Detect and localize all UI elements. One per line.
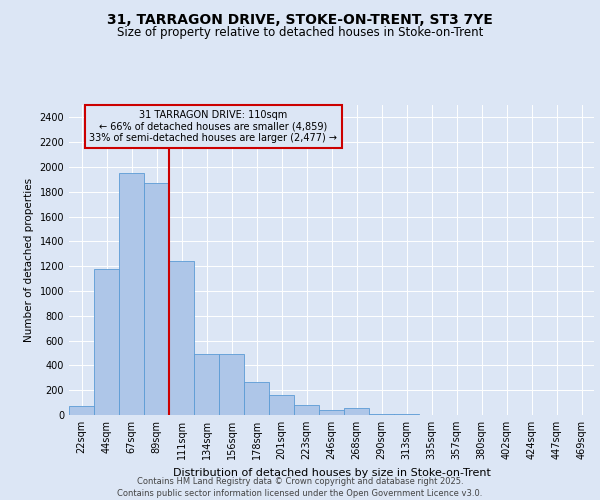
Bar — [244, 382, 269, 415]
Bar — [394, 414, 419, 415]
Text: Contains HM Land Registry data © Crown copyright and database right 2025.
Contai: Contains HM Land Registry data © Crown c… — [118, 476, 482, 498]
Bar — [194, 354, 219, 415]
Bar — [119, 173, 144, 415]
X-axis label: Distribution of detached houses by size in Stoke-on-Trent: Distribution of detached houses by size … — [173, 468, 490, 477]
Text: Size of property relative to detached houses in Stoke-on-Trent: Size of property relative to detached ho… — [117, 26, 483, 39]
Y-axis label: Number of detached properties: Number of detached properties — [24, 178, 34, 342]
Bar — [169, 261, 194, 415]
Bar — [69, 406, 94, 415]
Text: 31 TARRAGON DRIVE: 110sqm
← 66% of detached houses are smaller (4,859)
33% of se: 31 TARRAGON DRIVE: 110sqm ← 66% of detac… — [89, 110, 337, 143]
Bar — [344, 408, 369, 415]
Bar — [269, 395, 294, 415]
Bar — [219, 354, 244, 415]
Text: 31, TARRAGON DRIVE, STOKE-ON-TRENT, ST3 7YE: 31, TARRAGON DRIVE, STOKE-ON-TRENT, ST3 … — [107, 12, 493, 26]
Bar — [319, 410, 344, 415]
Bar — [294, 405, 319, 415]
Bar — [94, 268, 119, 415]
Bar — [369, 414, 394, 415]
Bar — [144, 183, 169, 415]
